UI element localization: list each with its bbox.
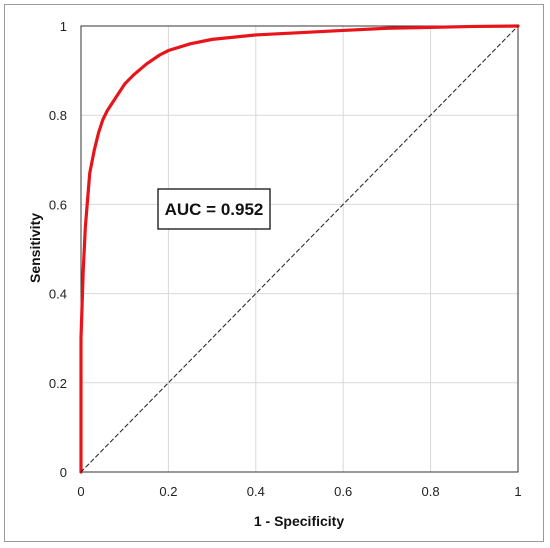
- y-axis-title: Sensitivity: [27, 213, 43, 283]
- y-tick-label: 0.8: [49, 108, 67, 123]
- auc-annotation-text: AUC = 0.952: [165, 200, 264, 219]
- x-axis-title: 1 - Specificity: [254, 513, 344, 529]
- x-tick-labels: 0 0.2 0.4 0.6 0.8 1: [77, 484, 521, 499]
- x-tick-label: 0.2: [159, 484, 177, 499]
- y-tick-label: 0.2: [49, 376, 67, 391]
- x-tick-label: 0.4: [247, 484, 265, 499]
- x-tick-label: 0: [77, 484, 84, 499]
- chart-frame: [4, 4, 544, 542]
- y-tick-label: 1: [60, 19, 67, 34]
- y-tick-label: 0.4: [49, 287, 67, 302]
- y-tick-label: 0: [60, 465, 67, 480]
- grid-lines: [81, 26, 518, 472]
- x-tick-label: 0.6: [334, 484, 352, 499]
- auc-annotation-box: [157, 188, 271, 230]
- y-tick-labels: 0 0.2 0.4 0.6 0.8 1: [49, 19, 67, 480]
- plot-area-border: [80, 25, 519, 473]
- x-tick-label: 1: [514, 484, 521, 499]
- reference-diagonal-line: [80, 25, 519, 473]
- series-layer: [79, 24, 520, 474]
- roc-curve-line: [79, 24, 520, 474]
- x-tick-label: 0.8: [422, 484, 440, 499]
- y-tick-label: 0.6: [49, 197, 67, 212]
